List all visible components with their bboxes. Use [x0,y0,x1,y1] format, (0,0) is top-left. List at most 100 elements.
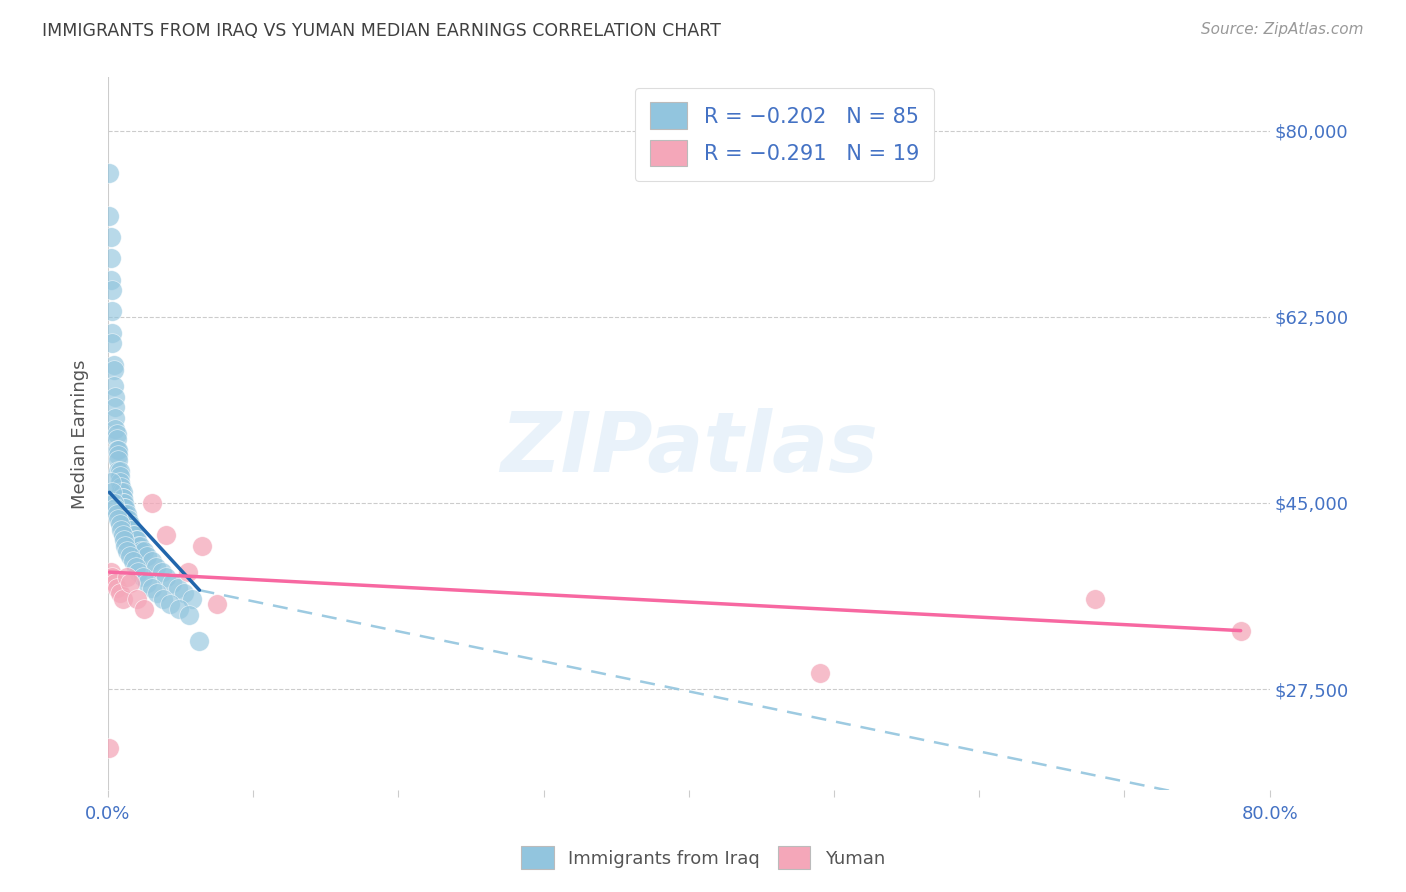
Point [134,602,156,616]
Point [110,485,132,500]
Point [118,523,141,537]
Point [108,464,131,478]
Point [111,491,134,505]
Point [100,252,122,266]
Point [179,607,201,622]
Point [103,358,125,372]
Point [112,501,135,516]
Point [129,539,152,553]
Point [117,512,139,526]
Point [177,565,200,579]
Point [105,432,128,446]
Point [808,666,831,681]
Point [104,575,127,590]
Point [110,523,132,537]
Point [150,565,173,579]
Point [136,549,159,563]
Point [107,442,129,457]
Point [101,570,124,584]
Point [191,539,214,553]
Text: IMMIGRANTS FROM IRAQ VS YUMAN MEDIAN EARNINGS CORRELATION CHART: IMMIGRANTS FROM IRAQ VS YUMAN MEDIAN EAR… [42,22,721,40]
Point [120,523,142,537]
Point [105,507,128,521]
Point [107,512,129,526]
Text: Source: ZipAtlas.com: Source: ZipAtlas.com [1201,22,1364,37]
Point [107,464,129,478]
Point [103,379,125,393]
Point [108,469,131,483]
Point [141,581,163,595]
Point [104,421,127,435]
Point [112,496,135,510]
Point [114,539,136,553]
Point [101,336,124,351]
Point [114,507,136,521]
Point [122,528,145,542]
Point [104,501,127,516]
Text: ZIPatlas: ZIPatlas [501,408,877,489]
Point [111,528,134,542]
Point [114,501,136,516]
Point [166,581,188,595]
Point [115,570,138,584]
Point [117,517,139,532]
Point [107,453,129,467]
Point [115,544,138,558]
Point [101,304,124,318]
Point [167,602,190,616]
Point [111,591,134,606]
Point [155,528,177,542]
Point [98,209,121,223]
Legend: Immigrants from Iraq, Yuman: Immigrants from Iraq, Yuman [512,838,894,879]
Point [134,544,156,558]
Point [124,533,146,548]
Point [100,230,122,244]
Point [205,597,228,611]
Point [1229,624,1251,638]
Point [111,496,134,510]
Point [132,570,155,584]
Point [152,591,174,606]
Y-axis label: Median Earnings: Median Earnings [72,359,89,508]
Point [173,586,195,600]
Point [160,575,183,590]
Point [103,363,125,377]
Point [105,442,128,457]
Point [108,586,131,600]
Point [115,507,138,521]
Point [118,549,141,563]
Point [118,517,141,532]
Point [1084,591,1107,606]
Point [125,533,148,548]
Point [98,166,121,180]
Point [100,272,122,286]
Point [104,401,127,415]
Point [136,575,159,590]
Point [118,575,141,590]
Point [145,559,167,574]
Point [121,528,143,542]
Point [141,496,163,510]
Point [101,485,124,500]
Point [131,544,153,558]
Point [141,554,163,568]
Point [104,410,127,425]
Point [100,475,122,489]
Point [105,581,128,595]
Point [181,591,204,606]
Point [100,565,122,579]
Point [108,475,131,489]
Point [146,586,169,600]
Point [155,570,177,584]
Point [110,480,132,494]
Legend: R = −0.202   N = 85, R = −0.291   N = 19: R = −0.202 N = 85, R = −0.291 N = 19 [636,87,934,181]
Point [124,559,146,574]
Point [104,390,127,404]
Point [159,597,181,611]
Point [188,634,211,648]
Point [108,517,131,532]
Point [103,496,125,510]
Point [98,740,121,755]
Point [105,426,128,441]
Point [101,283,124,297]
